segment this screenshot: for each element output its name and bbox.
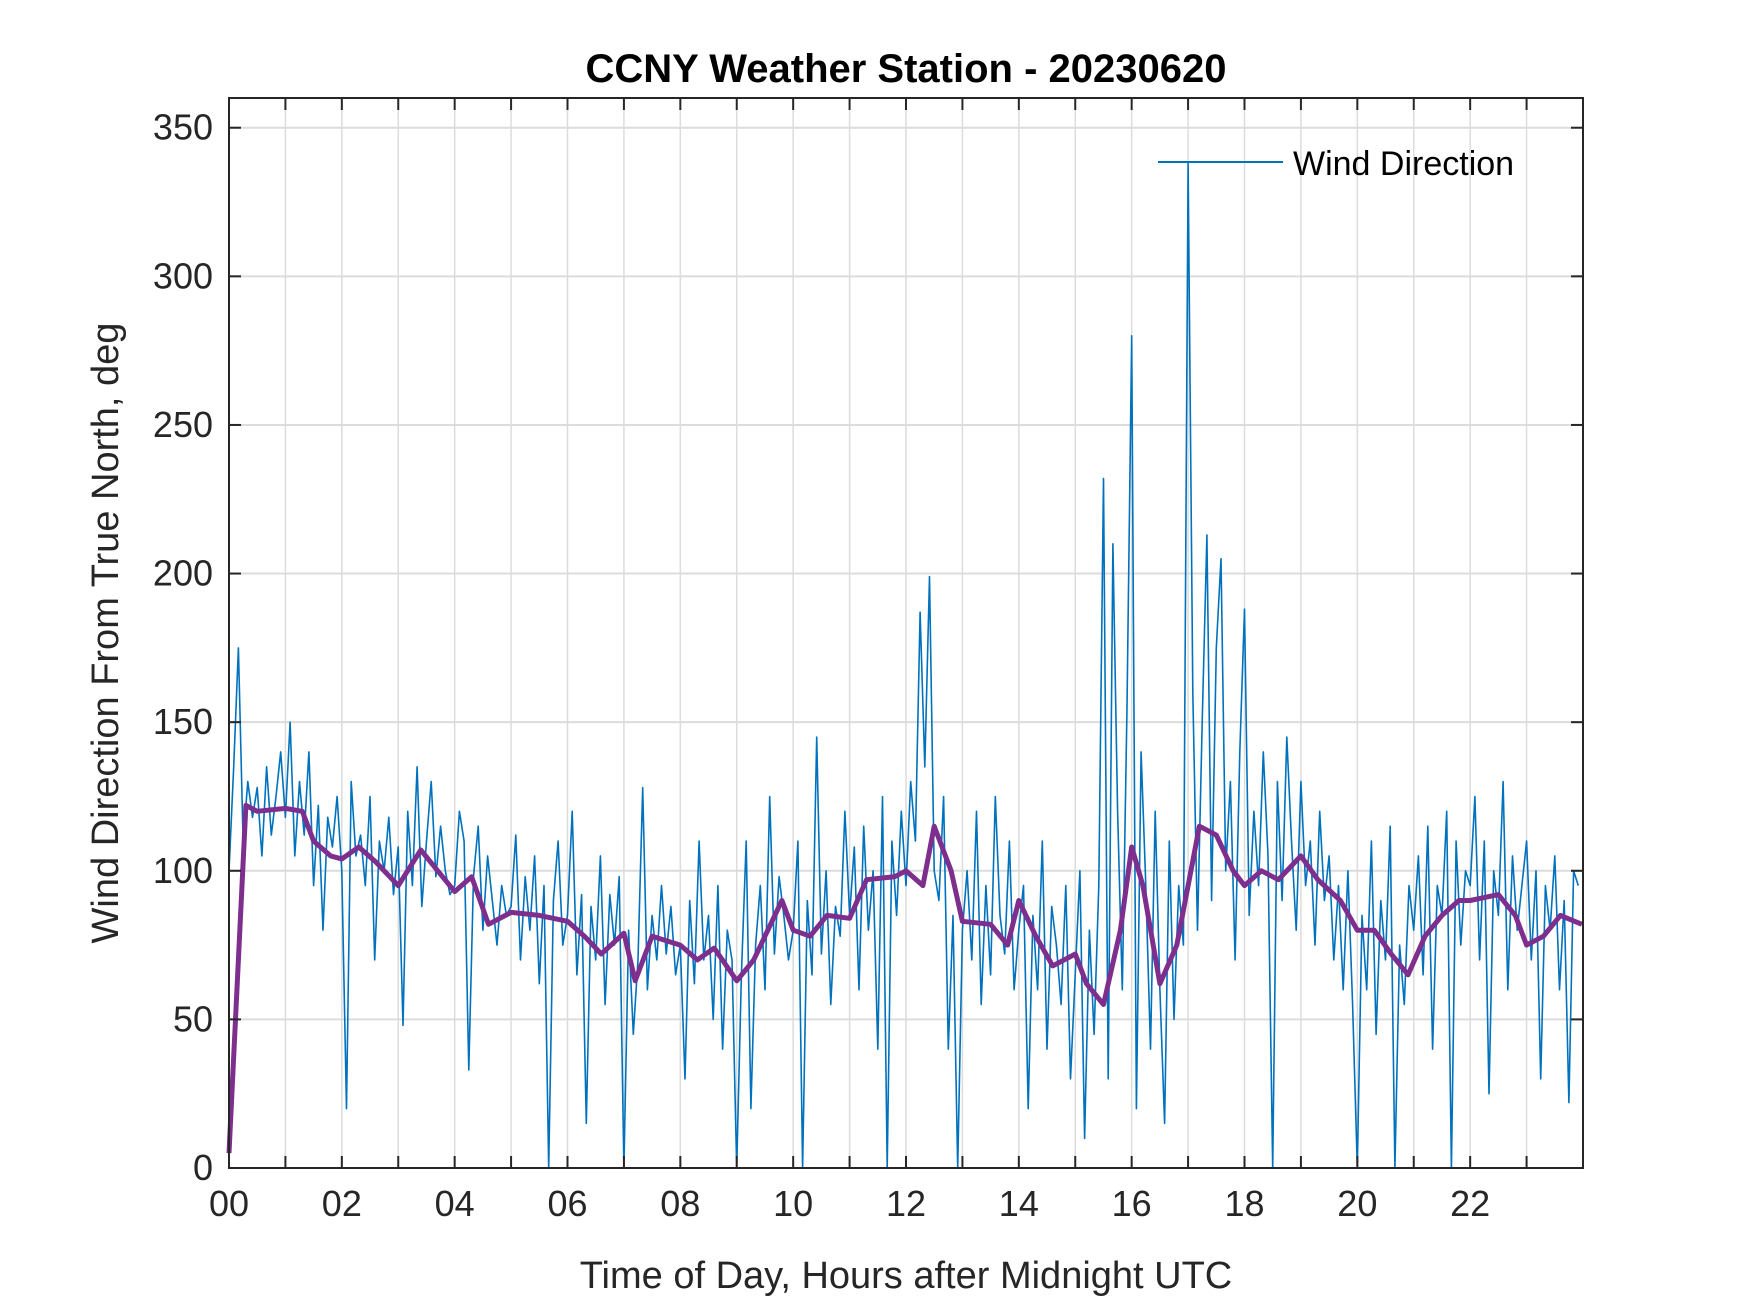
x-axis-label: Time of Day, Hours after Midnight UTC — [580, 1255, 1233, 1297]
y-tick-label: 350 — [153, 107, 213, 148]
x-tick-label: 22 — [1450, 1183, 1490, 1224]
x-tick-label: 14 — [999, 1183, 1039, 1224]
x-tick-label: 18 — [1224, 1183, 1264, 1224]
plot-area — [226, 162, 1583, 1169]
y-tick-label: 50 — [173, 998, 213, 1039]
moving-average-line — [226, 802, 1583, 1154]
x-tick-label: 12 — [886, 1183, 926, 1224]
x-tick-label: 20 — [1337, 1183, 1377, 1224]
chart-title: CCNY Weather Station - 20230620 — [586, 47, 1227, 91]
tick-labels: 0 50 100 150 200 250 300 350 00 02 04 06 08 10 12 14 16 1… — [153, 107, 1490, 1224]
legend-label-wind-direction: Wind Direction — [1293, 145, 1514, 183]
x-tick-label: 10 — [773, 1183, 813, 1224]
y-axis-label: Wind Direction From True North, deg — [85, 323, 127, 944]
x-tick-label: 00 — [209, 1183, 249, 1224]
y-tick-label: 200 — [153, 553, 213, 594]
axes-frame — [228, 97, 1584, 1169]
y-tick-label: 300 — [153, 255, 213, 296]
y-tick-label: 100 — [153, 850, 213, 891]
x-tick-label: 08 — [660, 1183, 700, 1224]
y-tick-label: 250 — [153, 404, 213, 445]
x-tick-label: 04 — [435, 1183, 475, 1224]
legend: Wind Direction — [1158, 145, 1514, 183]
x-tick-label: 16 — [1112, 1183, 1152, 1224]
x-tick-label: 06 — [547, 1183, 587, 1224]
axes-box — [228, 97, 1584, 1169]
y-tick-label: 0 — [193, 1147, 213, 1188]
y-tick-label: 150 — [153, 701, 213, 742]
x-tick-label: 02 — [322, 1183, 362, 1224]
